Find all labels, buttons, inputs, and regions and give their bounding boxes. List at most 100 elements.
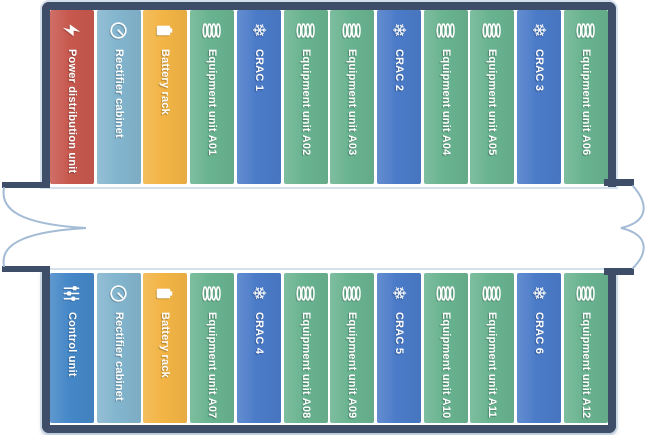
cabinet-equipment-unit-a09[interactable]: Equipment unit A09: [330, 273, 375, 423]
battery-icon: [154, 282, 176, 304]
wall-stub-top-left: [2, 182, 50, 188]
wall-stub-bottom-left: [2, 266, 50, 272]
cabinet-content: Equipment unit A01: [190, 10, 234, 184]
snowflake-icon: ❄: [529, 22, 550, 38]
cabinet-label: Equipment unit A10: [439, 312, 452, 419]
cabinet-equipment-unit-a03[interactable]: Equipment unit A03: [330, 10, 375, 184]
server-stack-icon: [435, 19, 457, 41]
lightning-bolt-icon: [61, 19, 83, 41]
cabinet-crac-6[interactable]: ❄ CRAC 6: [517, 273, 562, 423]
gauge-icon: [108, 19, 130, 41]
server-stack-icon: [201, 282, 223, 304]
server-stack-icon: [435, 282, 457, 304]
cabinet-content: Equipment unit A04: [424, 10, 468, 184]
cabinet-equipment-unit-a05[interactable]: Equipment unit A05: [470, 10, 515, 184]
cabinet-content: Equipment unit A10: [424, 273, 468, 423]
cabinet-crac-5[interactable]: ❄ CRAC 5: [377, 273, 422, 423]
cabinet-content: ❄ CRAC 2: [377, 10, 421, 184]
cabinet-rectifier-cabinet[interactable]: Rectifier cabinet: [96, 273, 141, 423]
cabinet-equipment-unit-a04[interactable]: Equipment unit A04: [423, 10, 468, 184]
cabinet-content: Control unit: [50, 273, 94, 423]
cabinet-content: ❄ CRAC 1: [237, 10, 281, 184]
cabinet-label: Equipment unit A11: [486, 312, 499, 418]
server-stack-icon: [341, 282, 363, 304]
cabinet-equipment-unit-a07[interactable]: Equipment unit A07: [190, 273, 235, 423]
cabinet-content: Battery rack: [143, 273, 187, 423]
cabinet-row-lower: Control unit Rectifier cabinet Battery r…: [50, 273, 608, 423]
cabinet-rectifier-cabinet[interactable]: Rectifier cabinet: [96, 10, 141, 184]
cabinet-content: Power distribution unit: [50, 10, 94, 184]
cabinet-label: Power distribution unit: [66, 49, 78, 174]
cabinet-content: Equipment unit A02: [284, 10, 328, 184]
cabinet-content: Battery rack: [143, 10, 187, 184]
torn-edge-right: [620, 185, 645, 269]
battery-icon: [154, 19, 176, 41]
cabinet-label: Equipment unit A07: [206, 312, 219, 419]
cabinet-label: CRAC 6: [533, 312, 546, 355]
cabinet-crac-1[interactable]: ❄ CRAC 1: [236, 10, 281, 184]
cabinet-label: Equipment unit A12: [579, 312, 592, 419]
server-stack-icon: [575, 282, 597, 304]
cabinet-label: CRAC 5: [393, 312, 406, 355]
cabinet-battery-rack[interactable]: Battery rack: [143, 273, 188, 423]
cabinet-label: Equipment unit A05: [486, 49, 499, 156]
wall-stub-bottom-right: [604, 268, 634, 275]
cabinet-content: Equipment unit A05: [470, 10, 514, 184]
cabinet-equipment-unit-a01[interactable]: Equipment unit A01: [190, 10, 235, 184]
cabinet-content: Equipment unit A03: [330, 10, 374, 184]
cabinet-equipment-unit-a12[interactable]: Equipment unit A12: [563, 273, 608, 423]
snowflake-icon: ❄: [248, 22, 269, 38]
cabinet-label: CRAC 4: [252, 312, 265, 355]
cabinet-label: Rectifier cabinet: [112, 312, 125, 401]
snowflake-icon: ❄: [389, 285, 410, 301]
cabinet-content: ❄ CRAC 6: [517, 273, 561, 423]
cabinet-label: CRAC 2: [393, 49, 406, 92]
server-stack-icon: [481, 19, 503, 41]
snowflake-icon: ❄: [529, 285, 550, 301]
cabinet-label: CRAC 3: [533, 49, 546, 92]
server-stack-icon: [575, 19, 597, 41]
cabinet-label: Equipment unit A09: [346, 312, 359, 419]
gauge-icon: [108, 282, 130, 304]
cabinet-content: Rectifier cabinet: [97, 10, 141, 184]
server-stack-icon: [295, 282, 317, 304]
cabinet-crac-4[interactable]: ❄ CRAC 4: [236, 273, 281, 423]
torn-edge-left: [2, 187, 87, 267]
snowflake-icon: ❄: [389, 22, 410, 38]
cabinet-equipment-unit-a10[interactable]: Equipment unit A10: [423, 273, 468, 423]
cabinet-content: Equipment unit A09: [330, 273, 374, 423]
sliders-icon: [61, 282, 83, 304]
cabinet-crac-2[interactable]: ❄ CRAC 2: [377, 10, 422, 184]
snowflake-icon: ❄: [248, 285, 269, 301]
cabinet-equipment-unit-a08[interactable]: Equipment unit A08: [283, 273, 328, 423]
cabinet-crac-3[interactable]: ❄ CRAC 3: [517, 10, 562, 184]
server-stack-icon: [481, 282, 503, 304]
server-stack-icon: [201, 19, 223, 41]
cabinet-content: Equipment unit A08: [284, 273, 328, 423]
room-frame-lower: Control unit Rectifier cabinet Battery r…: [42, 270, 616, 433]
cabinet-label: Equipment unit A03: [346, 49, 359, 156]
cabinet-row-upper: Power distribution unit Rectifier cabine…: [50, 10, 608, 184]
cabinet-equipment-unit-a02[interactable]: Equipment unit A02: [283, 10, 328, 184]
cabinet-equipment-unit-a11[interactable]: Equipment unit A11: [470, 273, 515, 423]
cabinet-content: Equipment unit A12: [564, 273, 608, 423]
cabinet-battery-rack[interactable]: Battery rack: [143, 10, 188, 184]
cabinet-label: CRAC 1: [252, 49, 265, 92]
server-stack-icon: [341, 19, 363, 41]
cabinet-power-distribution-unit[interactable]: Power distribution unit: [50, 10, 94, 184]
cabinet-label: Battery rack: [159, 312, 172, 378]
room-frame-upper: Power distribution unit Rectifier cabine…: [42, 2, 616, 187]
cabinet-content: ❄ CRAC 3: [517, 10, 561, 184]
server-stack-icon: [295, 19, 317, 41]
cabinet-control-unit[interactable]: Control unit: [50, 273, 94, 423]
cabinet-content: Rectifier cabinet: [97, 273, 141, 423]
cabinet-equipment-unit-a06[interactable]: Equipment unit A06: [563, 10, 608, 184]
cabinet-content: ❄ CRAC 4: [237, 273, 281, 423]
cabinet-label: Equipment unit A08: [299, 312, 312, 419]
cabinet-label: Equipment unit A04: [439, 49, 452, 156]
wall-stub-top-right: [604, 179, 634, 186]
cabinet-content: Equipment unit A11: [470, 273, 514, 423]
cabinet-label: Battery rack: [159, 49, 172, 115]
cabinet-content: ❄ CRAC 5: [377, 273, 421, 423]
